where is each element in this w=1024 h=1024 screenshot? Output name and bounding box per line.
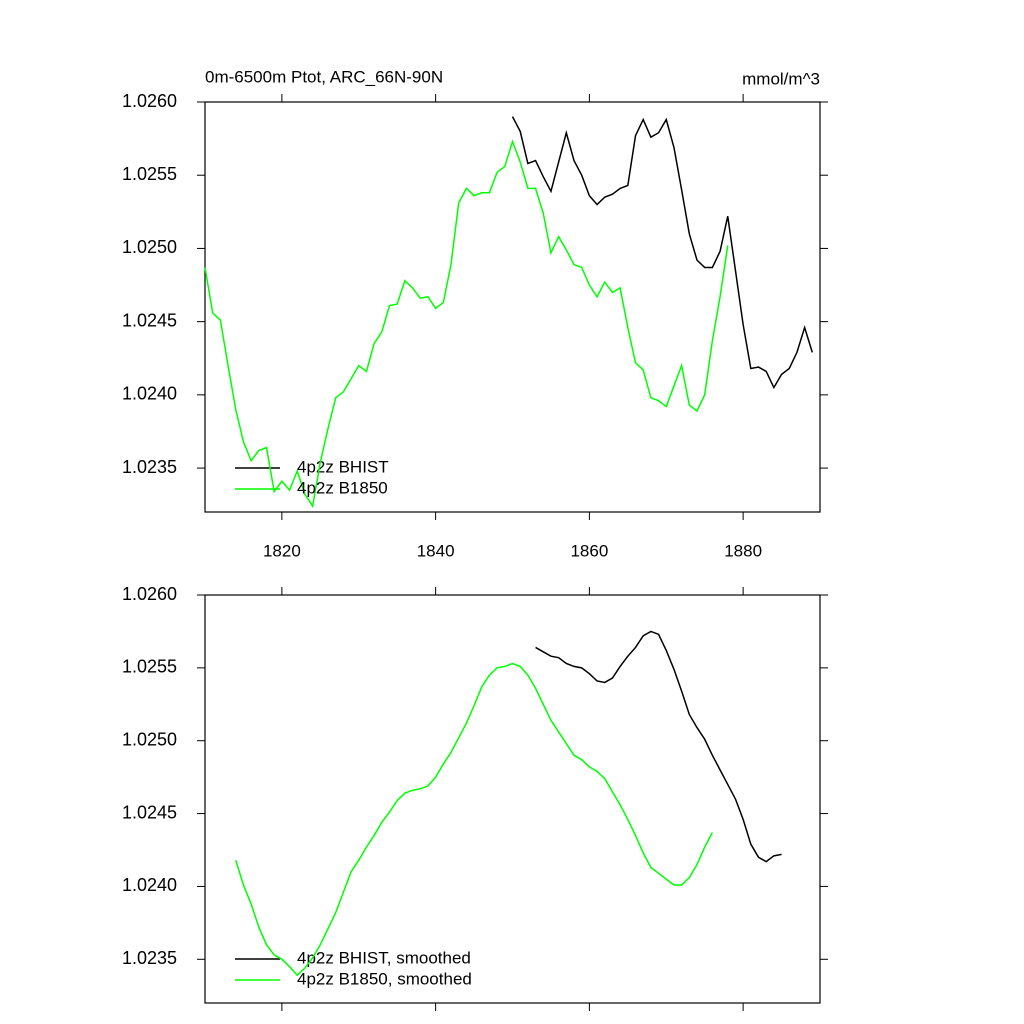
y-tick-label: 1.0255 xyxy=(122,164,177,184)
y-tick-label: 1.0235 xyxy=(122,948,177,968)
x-tick-label: 1860 xyxy=(570,541,608,560)
y-tick-label: 1.0260 xyxy=(122,584,177,604)
data-line xyxy=(235,662,714,977)
x-tick-label: 1840 xyxy=(417,541,455,560)
data-line xyxy=(535,630,782,863)
units-label: mmol/m^3 xyxy=(742,69,820,88)
y-tick-label: 1.0240 xyxy=(122,384,177,404)
y-tick-label: 1.0240 xyxy=(122,875,177,895)
data-line xyxy=(511,116,814,390)
y-tick-label: 1.0250 xyxy=(122,237,177,257)
x-tick-label: 1820 xyxy=(263,541,301,560)
y-tick-label: 1.0235 xyxy=(122,457,177,477)
data-line xyxy=(204,139,729,509)
plot-frame xyxy=(204,101,821,513)
legend-label: 4p2z BHIST xyxy=(297,457,389,476)
y-tick-label: 1.0245 xyxy=(122,802,177,822)
chart-title: 0m-6500m Ptot, ARC_66N-90N xyxy=(205,67,443,86)
legend-label: 4p2z BHIST, smoothed xyxy=(297,948,471,967)
legend-label: 4p2z B1850, smoothed xyxy=(297,969,472,988)
plot-frame xyxy=(204,594,821,1004)
x-tick-label: 1880 xyxy=(724,541,762,560)
y-tick-label: 1.0250 xyxy=(122,729,177,749)
y-tick-label: 1.0255 xyxy=(122,657,177,677)
y-tick-label: 1.0260 xyxy=(122,91,177,111)
y-tick-label: 1.0245 xyxy=(122,310,177,330)
legend-label: 4p2z B1850 xyxy=(297,478,388,497)
